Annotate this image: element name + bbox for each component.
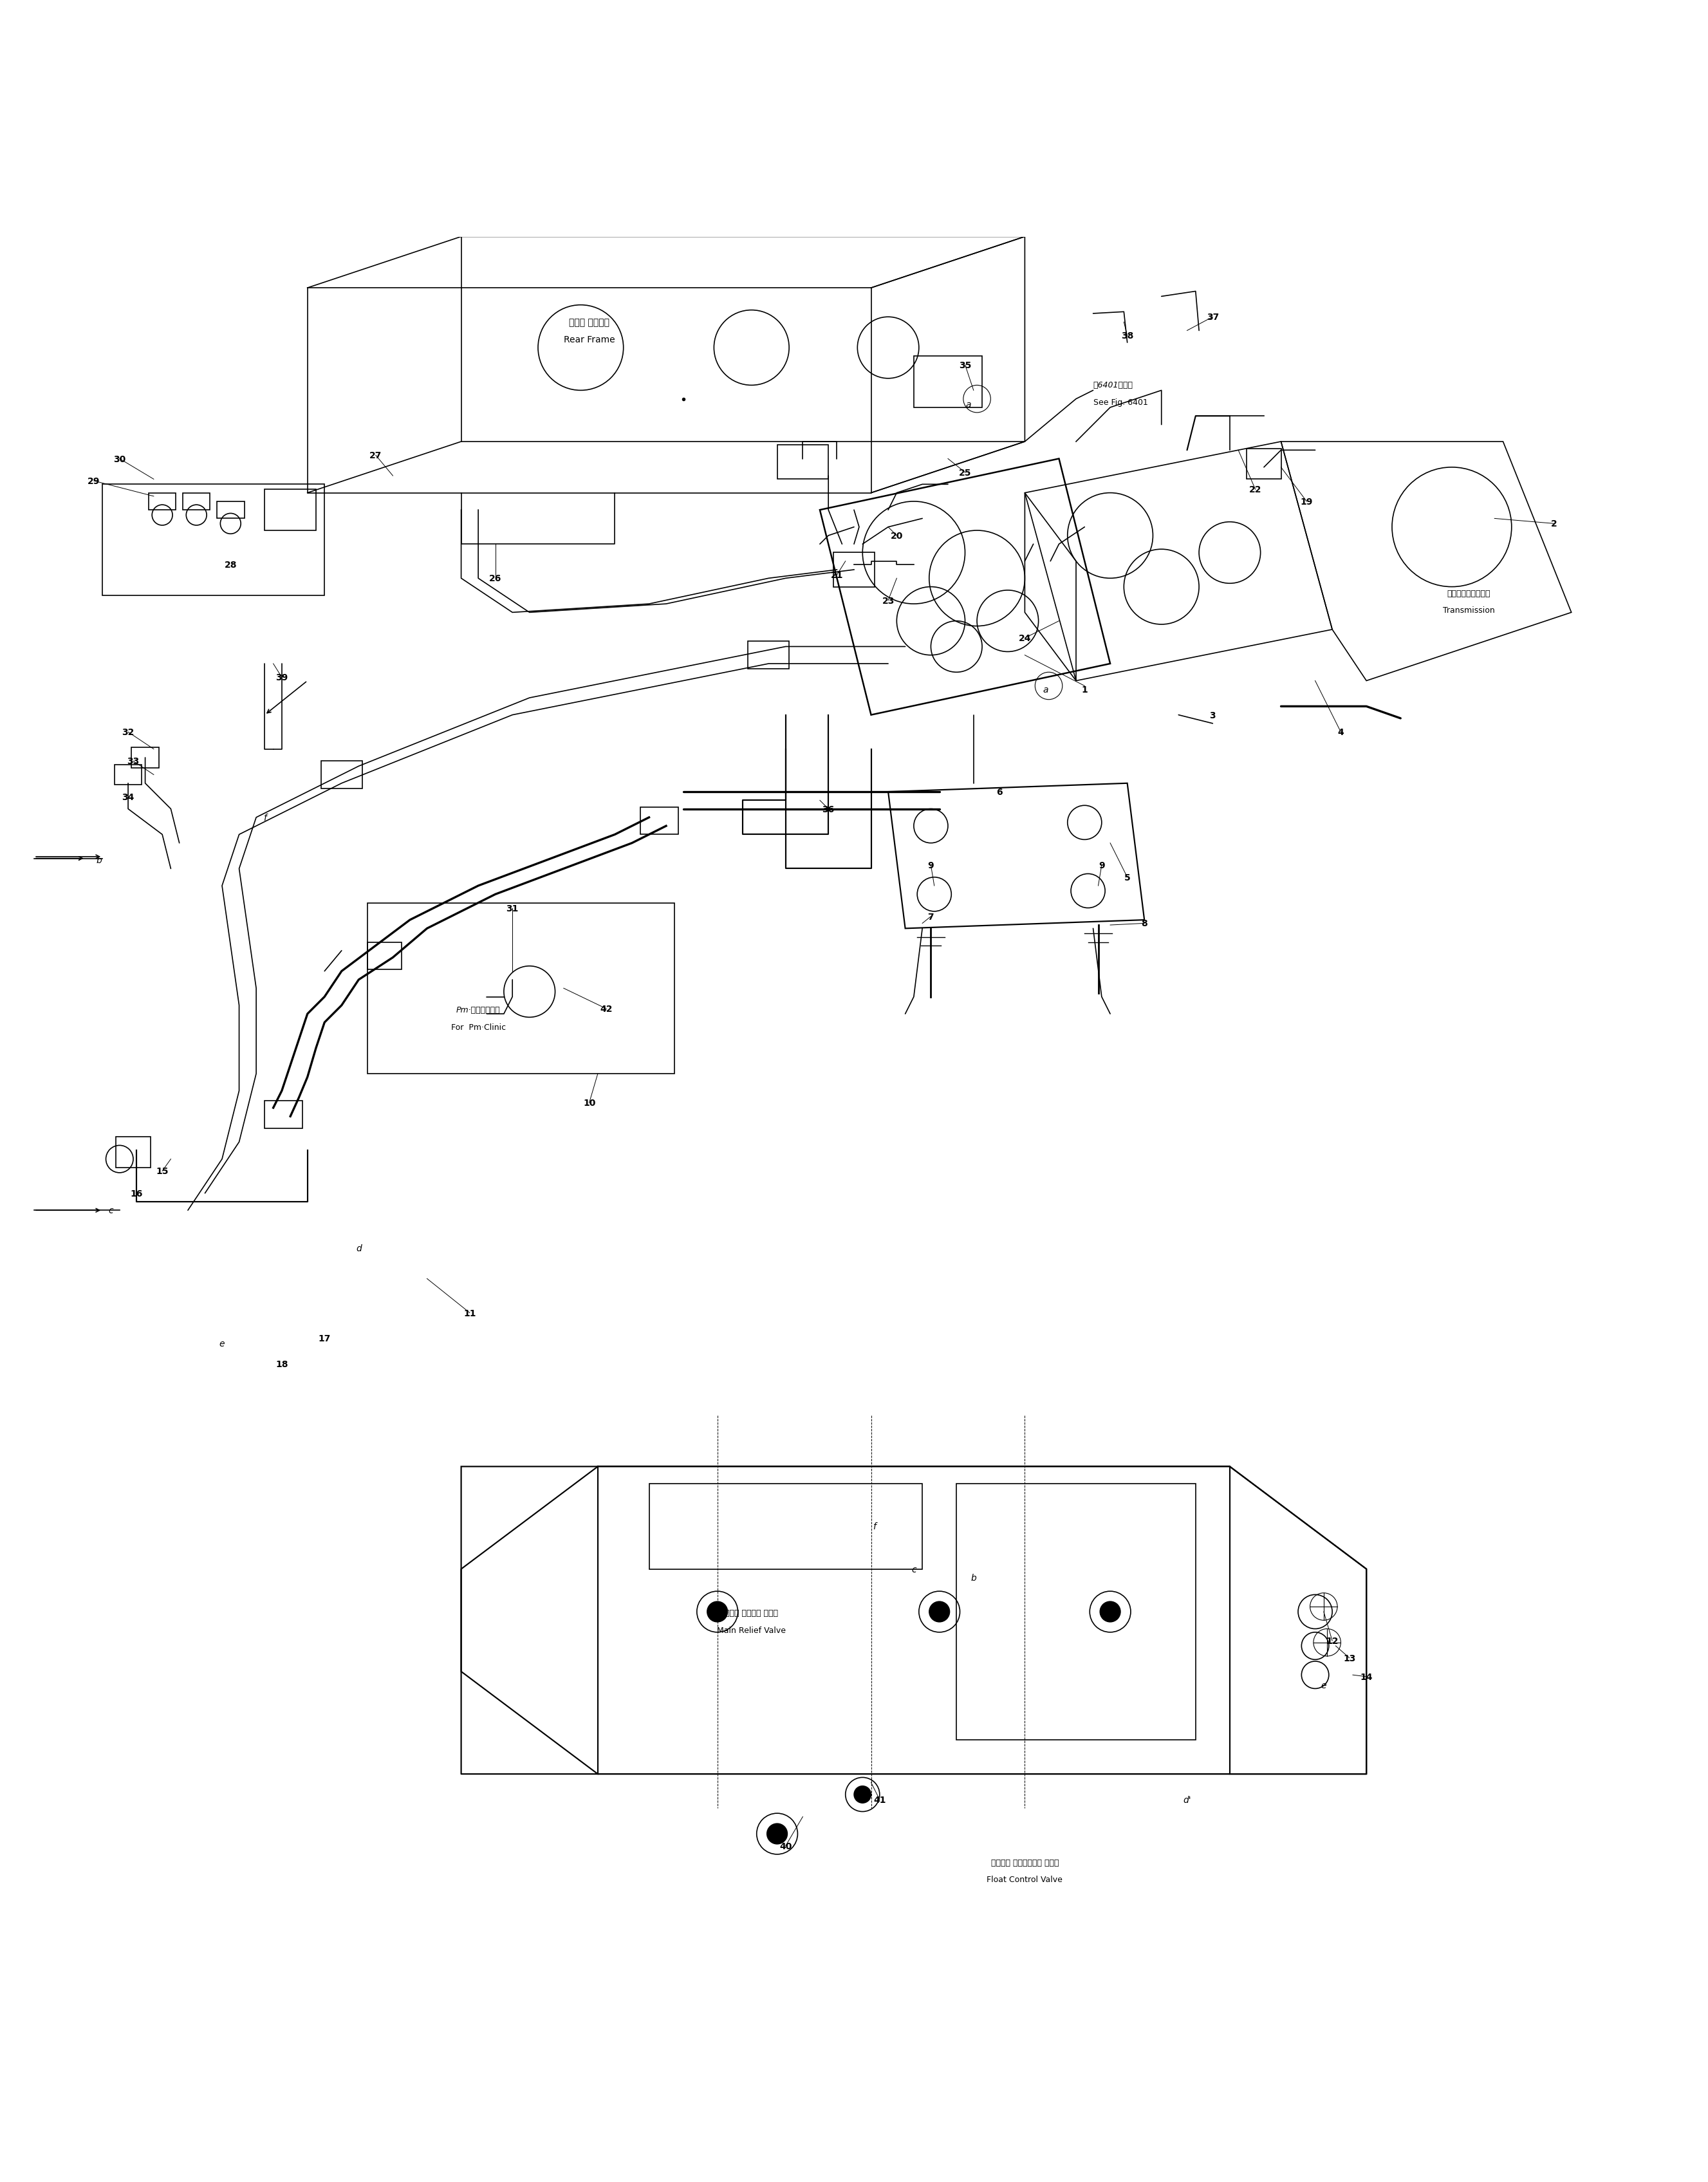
Circle shape xyxy=(929,1602,950,1621)
Text: 28: 28 xyxy=(224,561,237,570)
Text: 第6401図参照: 第6401図参照 xyxy=(1093,382,1132,388)
Text: b: b xyxy=(970,1573,977,1582)
Text: 9: 9 xyxy=(1098,862,1105,871)
Bar xyxy=(265,1102,302,1128)
Bar xyxy=(748,642,789,670)
Text: Rear Frame: Rear Frame xyxy=(564,336,615,345)
Text: 22: 22 xyxy=(1249,484,1262,495)
Text: 23: 23 xyxy=(881,596,895,604)
Bar xyxy=(321,762,362,788)
Text: 25: 25 xyxy=(958,469,972,478)
Text: d: d xyxy=(355,1244,362,1252)
Text: For  Pm·Clinic: For Pm·Clinic xyxy=(451,1023,506,1032)
Text: 20: 20 xyxy=(890,532,904,541)
Text: 12: 12 xyxy=(1325,1636,1339,1645)
Circle shape xyxy=(1100,1602,1120,1621)
Bar xyxy=(116,1137,150,1167)
Text: 19: 19 xyxy=(1300,497,1313,506)
Text: 27: 27 xyxy=(369,452,383,460)
Text: メイン リリーフ バルブ: メイン リリーフ バルブ xyxy=(724,1608,779,1617)
Text: a: a xyxy=(1042,685,1049,694)
Text: 41: 41 xyxy=(873,1796,886,1805)
Text: f: f xyxy=(873,1523,876,1532)
Text: 21: 21 xyxy=(830,572,844,580)
Text: フロート コントロール バルブ: フロート コントロール バルブ xyxy=(991,1859,1059,1866)
Text: 4: 4 xyxy=(1337,729,1344,738)
Text: 36: 36 xyxy=(822,805,835,814)
Text: 39: 39 xyxy=(275,674,289,683)
Text: 38: 38 xyxy=(1120,332,1134,340)
Text: 11: 11 xyxy=(463,1309,477,1318)
Text: d': d' xyxy=(1184,1796,1190,1805)
Text: See Fig. 6401: See Fig. 6401 xyxy=(1093,397,1148,406)
Text: 2: 2 xyxy=(1551,519,1558,528)
Text: e: e xyxy=(1320,1680,1327,1689)
Text: 1: 1 xyxy=(1081,685,1088,694)
Text: 24: 24 xyxy=(1018,635,1032,644)
Text: 13: 13 xyxy=(1342,1654,1356,1663)
Text: 6: 6 xyxy=(996,788,1003,796)
Text: 26: 26 xyxy=(488,574,502,583)
Text: Float Control Valve: Float Control Valve xyxy=(987,1874,1062,1883)
Text: 35: 35 xyxy=(958,360,972,369)
Text: 5: 5 xyxy=(1124,873,1131,882)
Bar xyxy=(114,766,142,786)
Text: 32: 32 xyxy=(121,729,135,738)
Text: 10: 10 xyxy=(582,1098,596,1108)
Text: 40: 40 xyxy=(779,1842,793,1850)
Bar xyxy=(367,943,401,969)
Bar xyxy=(183,493,210,511)
Bar xyxy=(834,552,874,587)
Text: 37: 37 xyxy=(1206,312,1220,323)
Bar xyxy=(102,484,325,596)
Text: 15: 15 xyxy=(155,1167,169,1176)
Text: f: f xyxy=(263,814,266,823)
Bar xyxy=(640,807,678,836)
Text: リヤー フレーム: リヤー フレーム xyxy=(569,319,610,327)
Circle shape xyxy=(767,1824,787,1844)
Text: a: a xyxy=(965,399,972,408)
Text: b: b xyxy=(96,855,102,864)
Text: トランスミッション: トランスミッション xyxy=(1447,589,1491,598)
Text: 17: 17 xyxy=(318,1333,331,1344)
Text: 3: 3 xyxy=(1209,711,1216,720)
Bar xyxy=(367,903,675,1074)
Text: c: c xyxy=(912,1564,915,1573)
Text: 42: 42 xyxy=(600,1004,613,1012)
Text: 8: 8 xyxy=(1141,919,1148,927)
Text: 31: 31 xyxy=(506,903,519,912)
Text: 29: 29 xyxy=(87,478,101,487)
Text: 7: 7 xyxy=(927,912,934,921)
Bar xyxy=(132,748,159,768)
Bar xyxy=(149,493,176,511)
Bar xyxy=(217,502,244,519)
Text: 30: 30 xyxy=(113,454,126,463)
Bar xyxy=(777,445,828,480)
Bar xyxy=(914,356,982,408)
Text: 9: 9 xyxy=(927,862,934,871)
Circle shape xyxy=(707,1602,728,1621)
Bar xyxy=(265,491,316,530)
Text: Pm·クリニック用: Pm·クリニック用 xyxy=(456,1006,500,1015)
Text: 14: 14 xyxy=(1360,1671,1373,1682)
Text: 33: 33 xyxy=(126,757,140,766)
Text: 18: 18 xyxy=(275,1359,289,1368)
Text: c: c xyxy=(109,1207,113,1215)
Text: Transmission: Transmission xyxy=(1443,607,1494,615)
Text: 16: 16 xyxy=(130,1189,143,1198)
Circle shape xyxy=(854,1787,871,1802)
Bar xyxy=(1247,449,1281,480)
Text: 34: 34 xyxy=(121,792,135,801)
Text: Main Relief Valve: Main Relief Valve xyxy=(717,1626,786,1634)
Text: e: e xyxy=(219,1340,225,1348)
